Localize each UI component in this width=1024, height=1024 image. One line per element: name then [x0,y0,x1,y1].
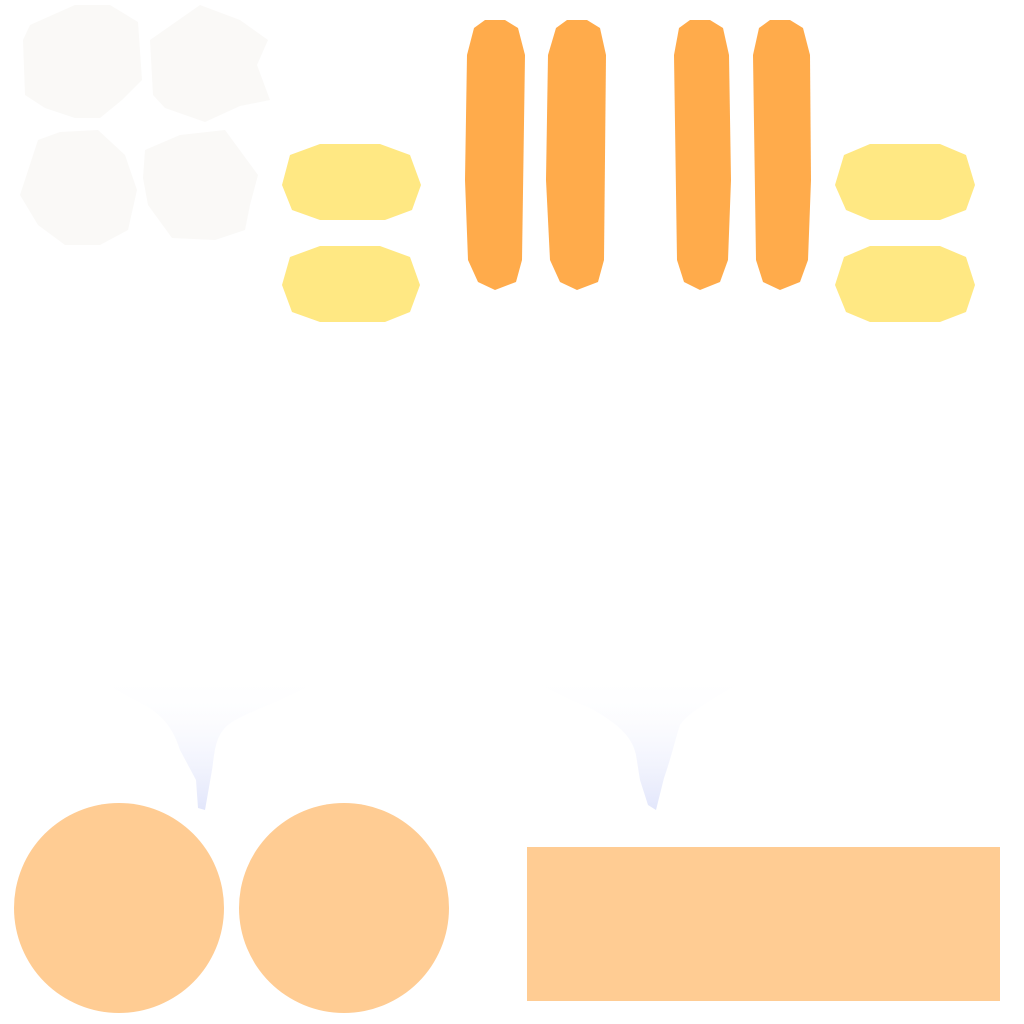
yellow-pill [282,144,421,220]
peach-circle-group [14,803,449,1013]
peach-rectangle [527,847,1000,1001]
white-blob [23,5,142,118]
peach-circle [14,803,224,1013]
funnel [95,672,335,810]
orange-bar [546,20,606,290]
orange-bar [465,20,525,290]
yellow-pill-group-left [282,144,421,322]
yellow-pill [835,144,975,220]
orange-bar [674,20,731,290]
white-blob [150,5,270,122]
orange-bar [753,20,811,290]
funnel-group [95,672,760,810]
white-blob-group [20,5,270,245]
orange-bar-group [465,20,811,290]
yellow-pill-group-right [835,144,975,322]
white-blob [20,130,137,245]
peach-circle [239,803,449,1013]
yellow-pill [282,246,420,322]
yellow-pill [835,246,975,322]
white-blob [143,130,258,240]
funnel [520,672,760,810]
